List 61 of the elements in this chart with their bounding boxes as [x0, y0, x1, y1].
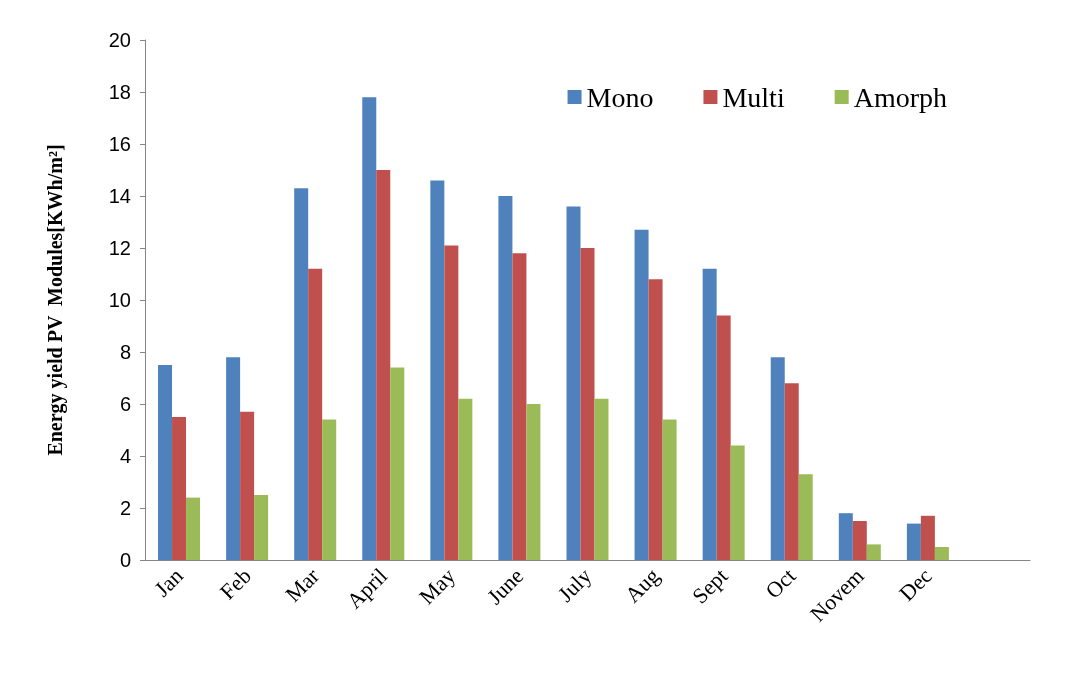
bar: [702, 268, 717, 560]
y-tick-label: 0: [119, 549, 131, 571]
x-tick-label: Dec: [894, 563, 937, 606]
bar: [240, 411, 255, 560]
x-tick-label: May: [414, 563, 461, 610]
y-tick-label: 16: [108, 133, 131, 155]
bar: [158, 365, 173, 560]
bar: [906, 523, 921, 560]
bar: [362, 97, 377, 560]
bar: [920, 515, 935, 560]
bar: [852, 521, 867, 560]
x-tick-label: Sept: [687, 563, 733, 609]
bar: [716, 315, 731, 560]
y-tick-label: 14: [108, 185, 131, 207]
bar: [498, 196, 513, 560]
bar: [838, 513, 853, 560]
y-tick-label: 4: [119, 445, 131, 467]
bar: [172, 417, 187, 560]
y-tick-label: 20: [108, 29, 131, 51]
bar: [186, 497, 201, 560]
bar: [934, 547, 949, 560]
y-tick-label: 2: [119, 497, 131, 519]
bar: [798, 474, 813, 560]
bar: [444, 245, 459, 560]
bar: [254, 495, 269, 560]
bar: [526, 404, 541, 560]
y-tick-label: 12: [108, 237, 131, 259]
y-tick-label: 8: [119, 341, 131, 363]
x-tick-label: Mar: [280, 562, 325, 607]
bar: [226, 357, 241, 560]
legend-label: Mono: [586, 81, 654, 113]
bar: [648, 279, 663, 560]
bar: [580, 248, 595, 560]
x-tick-label: June: [482, 563, 529, 610]
x-tick-label: July: [552, 563, 597, 607]
bar: [784, 383, 799, 560]
x-tick-label: Feb: [214, 563, 256, 605]
legend-label: Multi: [722, 81, 785, 113]
bar: [294, 188, 309, 560]
bar: [566, 206, 581, 560]
bar: [458, 398, 473, 560]
x-tick-label: Aug: [619, 563, 665, 608]
bar: [866, 544, 881, 560]
y-tick-label: 10: [108, 289, 131, 311]
bar: [662, 419, 677, 560]
x-tick-label: Oct: [760, 563, 801, 604]
bar: [594, 398, 609, 560]
y-axis-title: Energy yield PV Modules[KWh/m²]: [44, 144, 67, 456]
bar: [322, 419, 337, 560]
x-tick-label: Jan: [149, 563, 188, 602]
bar: [430, 180, 445, 560]
bar: [730, 445, 745, 560]
y-tick-label: 6: [119, 393, 131, 415]
bar: [390, 367, 405, 560]
legend-label: Amorph: [853, 81, 947, 113]
y-tick-label: 18: [108, 81, 131, 103]
bar: [512, 253, 527, 560]
bar: [770, 357, 785, 560]
bar: [308, 268, 323, 560]
bar: [376, 170, 391, 560]
bar: [634, 229, 649, 560]
